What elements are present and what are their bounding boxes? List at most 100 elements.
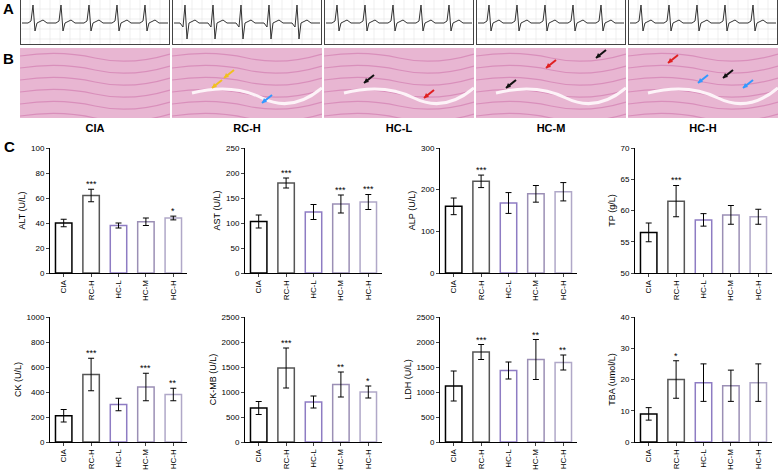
svg-text:HC-M: HC-M — [727, 280, 736, 301]
svg-text:60: 60 — [620, 206, 629, 215]
svg-text:***: *** — [281, 338, 292, 348]
svg-text:2500: 2500 — [222, 313, 240, 322]
svg-text:HC-L: HC-L — [504, 280, 513, 299]
svg-text:30: 30 — [620, 344, 629, 353]
svg-text:CIA: CIA — [254, 449, 263, 463]
svg-text:2000: 2000 — [222, 338, 240, 347]
svg-text:ALT (U/L): ALT (U/L) — [17, 191, 27, 229]
svg-text:55: 55 — [620, 238, 629, 247]
svg-text:80: 80 — [35, 169, 44, 178]
svg-text:400: 400 — [31, 388, 45, 397]
svg-text:HC-L: HC-L — [309, 280, 318, 299]
svg-text:**: ** — [559, 345, 567, 355]
svg-text:CIA: CIA — [254, 280, 263, 294]
svg-text:***: *** — [671, 175, 682, 185]
svg-text:HC-M: HC-M — [142, 280, 151, 301]
svg-text:HC-H: HC-H — [754, 449, 763, 469]
svg-text:HC-M: HC-M — [337, 449, 346, 470]
svg-text:150: 150 — [226, 194, 240, 203]
svg-text:CIA: CIA — [449, 280, 458, 294]
svg-text:0: 0 — [235, 269, 240, 278]
svg-text:HC-H: HC-H — [169, 449, 178, 469]
svg-text:CIA: CIA — [59, 280, 68, 294]
svg-text:***: *** — [476, 165, 487, 175]
svg-text:HC-L: HC-L — [504, 449, 513, 468]
svg-text:HC-H: HC-H — [364, 280, 373, 300]
svg-text:HC-H: HC-H — [169, 280, 178, 300]
svg-text:HC-M: HC-M — [142, 449, 151, 470]
svg-text:800: 800 — [31, 338, 45, 347]
svg-text:***: *** — [281, 168, 292, 178]
svg-text:C: C — [4, 138, 15, 155]
svg-text:HC-L: HC-L — [114, 280, 123, 299]
svg-text:0: 0 — [40, 269, 45, 278]
svg-text:1500: 1500 — [417, 363, 435, 372]
svg-text:40: 40 — [620, 313, 629, 322]
svg-text:CIA: CIA — [59, 449, 68, 463]
svg-text:200: 200 — [31, 413, 45, 422]
svg-text:RC-H: RC-H — [477, 449, 486, 469]
svg-text:AST (U/L): AST (U/L) — [212, 191, 222, 231]
svg-text:RC-H: RC-H — [87, 449, 96, 469]
svg-text:CIA: CIA — [449, 449, 458, 463]
svg-text:1000: 1000 — [222, 388, 240, 397]
svg-text:RC-H: RC-H — [672, 449, 681, 469]
svg-text:**: ** — [337, 362, 345, 372]
svg-text:***: *** — [335, 185, 346, 195]
svg-text:RC-H: RC-H — [87, 280, 96, 300]
svg-text:***: *** — [140, 363, 151, 373]
svg-text:200: 200 — [421, 185, 435, 194]
svg-text:HC-L: HC-L — [309, 449, 318, 468]
svg-text:HC-L: HC-L — [114, 449, 123, 468]
svg-text:**: ** — [532, 330, 540, 340]
svg-text:20: 20 — [35, 244, 44, 253]
svg-text:0: 0 — [625, 438, 630, 447]
svg-text:*: * — [366, 376, 370, 386]
svg-text:250: 250 — [226, 144, 240, 153]
svg-text:50: 50 — [620, 269, 629, 278]
svg-text:TBA (umol/L): TBA (umol/L) — [607, 353, 617, 406]
svg-text:*: * — [171, 206, 175, 216]
svg-text:HC-H: HC-H — [559, 280, 568, 300]
svg-text:100: 100 — [31, 144, 45, 153]
svg-text:500: 500 — [421, 413, 435, 422]
svg-text:CK-MB (U/L): CK-MB (U/L) — [208, 354, 218, 406]
svg-text:HC-H: HC-H — [364, 449, 373, 469]
svg-text:40: 40 — [35, 219, 44, 228]
svg-text:10: 10 — [620, 407, 629, 416]
svg-text:CIA: CIA — [644, 449, 653, 463]
svg-text:HC-H: HC-H — [754, 280, 763, 300]
svg-text:*: * — [674, 351, 678, 361]
svg-text:2500: 2500 — [417, 313, 435, 322]
svg-text:0: 0 — [430, 438, 435, 447]
svg-text:**: ** — [169, 378, 177, 388]
svg-text:70: 70 — [620, 144, 629, 153]
svg-text:500: 500 — [226, 413, 240, 422]
svg-text:***: *** — [363, 184, 374, 194]
svg-text:HC-M: HC-M — [337, 280, 346, 301]
svg-text:HC-M: HC-M — [727, 449, 736, 470]
svg-text:RC-H: RC-H — [282, 449, 291, 469]
svg-text:HC-M: HC-M — [532, 449, 541, 470]
svg-text:200: 200 — [226, 169, 240, 178]
svg-text:0: 0 — [40, 438, 45, 447]
svg-text:ALP (U/L): ALP (U/L) — [407, 191, 417, 230]
svg-text:RC-H: RC-H — [477, 280, 486, 300]
svg-text:1000: 1000 — [27, 313, 45, 322]
svg-text:600: 600 — [31, 363, 45, 372]
svg-text:65: 65 — [620, 175, 629, 184]
svg-text:1000: 1000 — [417, 388, 435, 397]
svg-text:0: 0 — [430, 269, 435, 278]
svg-text:1500: 1500 — [222, 363, 240, 372]
svg-text:2000: 2000 — [417, 338, 435, 347]
svg-text:60: 60 — [35, 194, 44, 203]
svg-text:HC-H: HC-H — [559, 449, 568, 469]
svg-text:50: 50 — [230, 244, 239, 253]
svg-text:HC-L: HC-L — [699, 280, 708, 299]
svg-text:***: *** — [86, 348, 97, 358]
svg-text:TP (g/L): TP (g/L) — [607, 194, 617, 226]
svg-text:20: 20 — [620, 375, 629, 384]
svg-text:RC-H: RC-H — [282, 280, 291, 300]
svg-text:300: 300 — [421, 144, 435, 153]
svg-text:HC-L: HC-L — [699, 449, 708, 468]
